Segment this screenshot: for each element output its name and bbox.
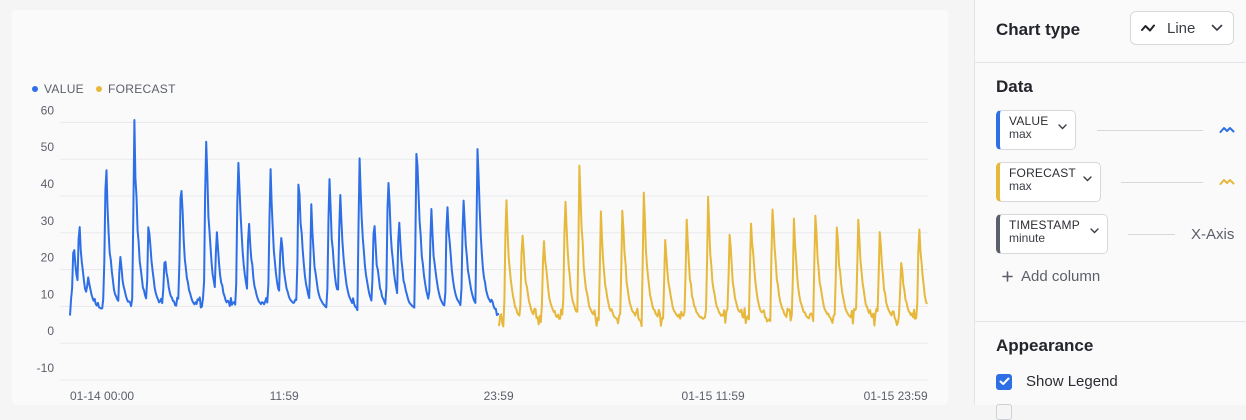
show-legend-label: Show Legend (1026, 373, 1118, 390)
chart-legend: VALUE FORECAST (32, 82, 176, 96)
appearance-title: Appearance (996, 336, 1094, 355)
connector-line (1128, 234, 1175, 235)
x-tick-label: 01-14 00:00 (70, 389, 134, 403)
legend-item-value[interactable]: VALUE (32, 82, 84, 96)
legend-dot-icon (95, 86, 102, 92)
y-tick-label: 50 (41, 140, 55, 154)
y-tick-label: 0 (47, 324, 54, 338)
column-name: TIMESTAMP (1009, 218, 1080, 232)
line-chart: 60 50 40 30 20 10 0 -10 01-14 00:00 11:59 23:59 01-… (37, 103, 928, 403)
y-tick-label: -10 (37, 361, 55, 375)
legend-label-forecast: FORECAST (107, 82, 176, 96)
line-series-icon[interactable] (1219, 125, 1235, 135)
column-name: FORECAST (1009, 166, 1076, 180)
y-tick-label: 40 (41, 177, 55, 191)
add-column-label: Add column (1021, 268, 1101, 285)
connector-line (1097, 130, 1203, 131)
x-tick-label: 23:59 (484, 389, 514, 403)
unchecked-checkbox[interactable] (996, 404, 1012, 420)
column-aggregation: max (1009, 127, 1032, 141)
add-column-button[interactable]: Add column (1002, 268, 1100, 285)
x-tick-label: 11:59 (270, 389, 299, 403)
y-tick-label: 60 (41, 103, 55, 117)
column-pill-timestamp[interactable]: TIMESTAMP minute (996, 214, 1108, 254)
chart-type-label: Chart type (996, 20, 1081, 39)
connector-line (1121, 182, 1203, 183)
series-line-value[interactable] (69, 119, 500, 317)
series-line-forecast[interactable] (498, 164, 928, 328)
line-series-icon[interactable] (1219, 177, 1235, 187)
column-pill-value[interactable]: VALUE max (996, 110, 1076, 150)
y-tick-label: 20 (41, 251, 55, 265)
show-legend-row[interactable]: Show Legend (996, 373, 1118, 390)
chart-type-section: Chart type Line (975, 0, 1246, 63)
chevron-down-icon (1083, 176, 1092, 182)
y-tick-label: 30 (41, 214, 55, 228)
chevron-down-icon (1211, 24, 1223, 31)
plus-icon (1002, 271, 1013, 282)
x-tick-label: 01-15 11:59 (682, 389, 745, 403)
x-axis-role-label: X-Axis (1191, 226, 1235, 243)
data-title: Data (996, 77, 1033, 96)
column-aggregation: minute (1009, 231, 1046, 245)
data-section: Data VALUE max FORECAST max TIMESTAMP mi… (975, 63, 1246, 322)
chart-type-value: Line (1167, 19, 1196, 37)
y-tick-label: 10 (41, 287, 55, 301)
chart-type-dropdown[interactable]: Line (1130, 11, 1234, 45)
show-legend-checkbox[interactable] (996, 373, 1012, 390)
column-pill-forecast[interactable]: FORECAST max (996, 162, 1101, 202)
chart-settings-panel: Chart type Line Data VALUE max FORECAST … (974, 0, 1246, 420)
check-icon (999, 377, 1009, 385)
column-name: VALUE (1009, 114, 1049, 128)
column-aggregation: max (1009, 179, 1032, 193)
legend-label-value: VALUE (44, 82, 84, 96)
chevron-down-icon (1058, 124, 1067, 130)
chart-panel: 60 50 40 30 20 10 0 -10 01-14 00:00 11:59 23:59 01-… (12, 10, 948, 405)
appearance-section: Appearance Show Legend (975, 322, 1246, 420)
line-chart-icon (1141, 24, 1155, 32)
x-tick-label: 01-15 23:59 (864, 389, 928, 403)
legend-dot-icon (32, 86, 38, 92)
chevron-down-icon (1090, 228, 1099, 234)
legend-item-forecast[interactable]: FORECAST (95, 82, 176, 96)
